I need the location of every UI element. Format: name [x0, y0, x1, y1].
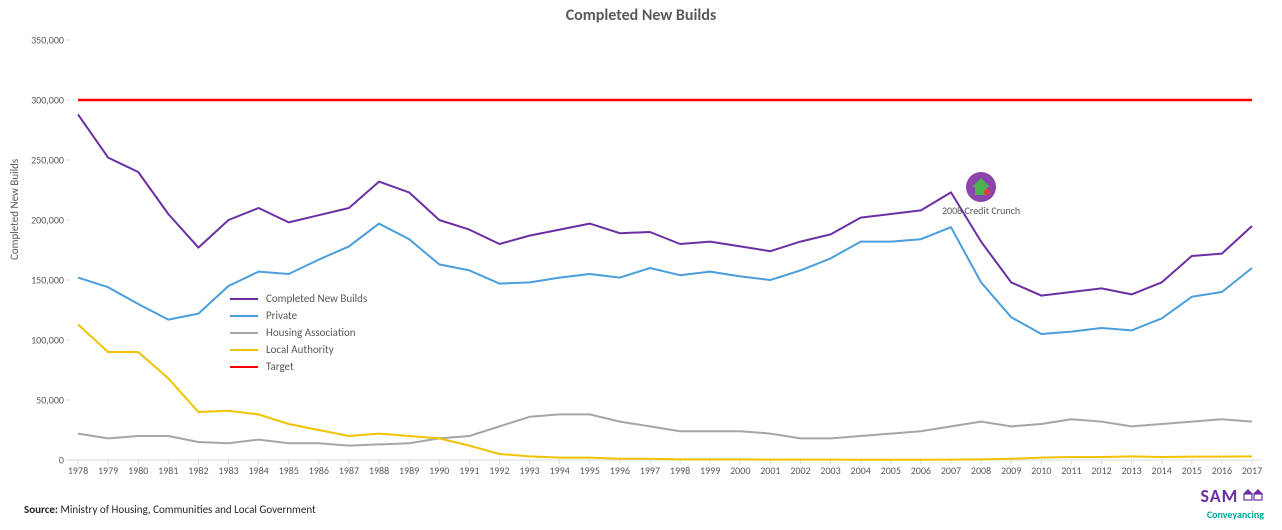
legend-label: Completed New Builds: [266, 292, 367, 305]
legend-swatch: [230, 298, 258, 300]
x-tick-label: 2012: [1091, 464, 1111, 477]
x-tick-label: 1978: [68, 464, 88, 477]
annotation-2008-credit-crunch: 2008 Credit Crunch: [939, 172, 1023, 217]
plot-area: [70, 40, 1260, 460]
source-prefix: Source:: [24, 503, 58, 516]
legend-label: Private: [266, 309, 297, 322]
x-tick-label: 1998: [670, 464, 690, 477]
legend: Completed New Builds Private Housing Assoc…: [230, 292, 367, 377]
x-tick-label: 1997: [640, 464, 660, 477]
source-line: Source: Ministry of Housing, Communities…: [24, 503, 316, 516]
logo-house-icon: [1242, 486, 1264, 502]
x-tick-label: 1982: [188, 464, 208, 477]
brand-logo: SAM Conveyancing: [1200, 486, 1264, 522]
y-tick-label: 150,000: [10, 274, 64, 287]
legend-item: Local Authority: [230, 343, 367, 356]
x-tick-label: 1983: [218, 464, 238, 477]
annotation-badge: [966, 172, 996, 202]
y-tick-label: 250,000: [10, 154, 64, 167]
x-tick-label: 1999: [700, 464, 720, 477]
x-tick-label: 2011: [1061, 464, 1081, 477]
y-axis-label: Completed New Builds: [8, 159, 21, 260]
legend-item: Private: [230, 309, 367, 322]
x-tick-label: 2005: [881, 464, 901, 477]
x-tick-label: 2001: [760, 464, 780, 477]
x-tick-label: 1988: [369, 464, 389, 477]
x-tick-label: 1991: [459, 464, 479, 477]
x-tick-label: 2016: [1212, 464, 1232, 477]
x-tick-label: 1986: [309, 464, 329, 477]
x-tick-label: 1987: [339, 464, 359, 477]
x-tick-label: 2013: [1121, 464, 1141, 477]
x-tick-label: 2007: [941, 464, 961, 477]
y-tick-label: 0: [10, 454, 64, 467]
x-tick-label: 2009: [1001, 464, 1021, 477]
x-tick-label: 1984: [248, 464, 268, 477]
legend-swatch: [230, 315, 258, 317]
x-tick-label: 2014: [1152, 464, 1172, 477]
x-tick-label: 1985: [279, 464, 299, 477]
chart-svg: [70, 40, 1260, 460]
y-tick-label: 100,000: [10, 334, 64, 347]
x-tick-label: 2003: [820, 464, 840, 477]
x-tick-label: 2017: [1242, 464, 1262, 477]
x-tick-label: 2015: [1182, 464, 1202, 477]
x-tick-label: 1979: [98, 464, 118, 477]
x-tick-label: 1996: [610, 464, 630, 477]
legend-label: Target: [266, 360, 294, 373]
annotation-label: 2008 Credit Crunch: [939, 204, 1023, 217]
legend-label: Local Authority: [266, 343, 334, 356]
legend-swatch: [230, 332, 258, 334]
x-tick-label: 1992: [489, 464, 509, 477]
logo-top: SAM: [1200, 485, 1238, 507]
house-icon: [970, 176, 992, 198]
legend-swatch: [230, 349, 258, 351]
y-tick-label: 350,000: [10, 34, 64, 47]
x-tick-label: 2000: [730, 464, 750, 477]
x-tick-label: 2008: [971, 464, 991, 477]
y-tick-label: 200,000: [10, 214, 64, 227]
legend-item: Housing Association: [230, 326, 367, 339]
x-tick-label: 2010: [1031, 464, 1051, 477]
y-tick-label: 300,000: [10, 94, 64, 107]
x-tick-label: 2004: [851, 464, 871, 477]
x-tick-label: 1980: [128, 464, 148, 477]
legend-item: Target: [230, 360, 367, 373]
y-tick-label: 50,000: [10, 394, 64, 407]
chart-title: Completed New Builds: [0, 6, 1282, 25]
x-tick-label: 1989: [399, 464, 419, 477]
series-line: [78, 114, 1252, 295]
series-line: [78, 414, 1252, 445]
x-tick-label: 1994: [550, 464, 570, 477]
x-tick-label: 2006: [911, 464, 931, 477]
x-tick-label: 1990: [429, 464, 449, 477]
x-tick-label: 1981: [158, 464, 178, 477]
x-tick-label: 1995: [580, 464, 600, 477]
chart-container: Completed New Builds Completed New Build…: [0, 0, 1282, 530]
legend-label: Housing Association: [266, 326, 356, 339]
legend-swatch: [230, 366, 258, 368]
logo-bottom: Conveyancing: [1207, 508, 1264, 521]
source-text: Ministry of Housing, Communities and Loc…: [60, 503, 315, 516]
legend-item: Completed New Builds: [230, 292, 367, 305]
x-tick-label: 1993: [519, 464, 539, 477]
x-tick-label: 2002: [790, 464, 810, 477]
